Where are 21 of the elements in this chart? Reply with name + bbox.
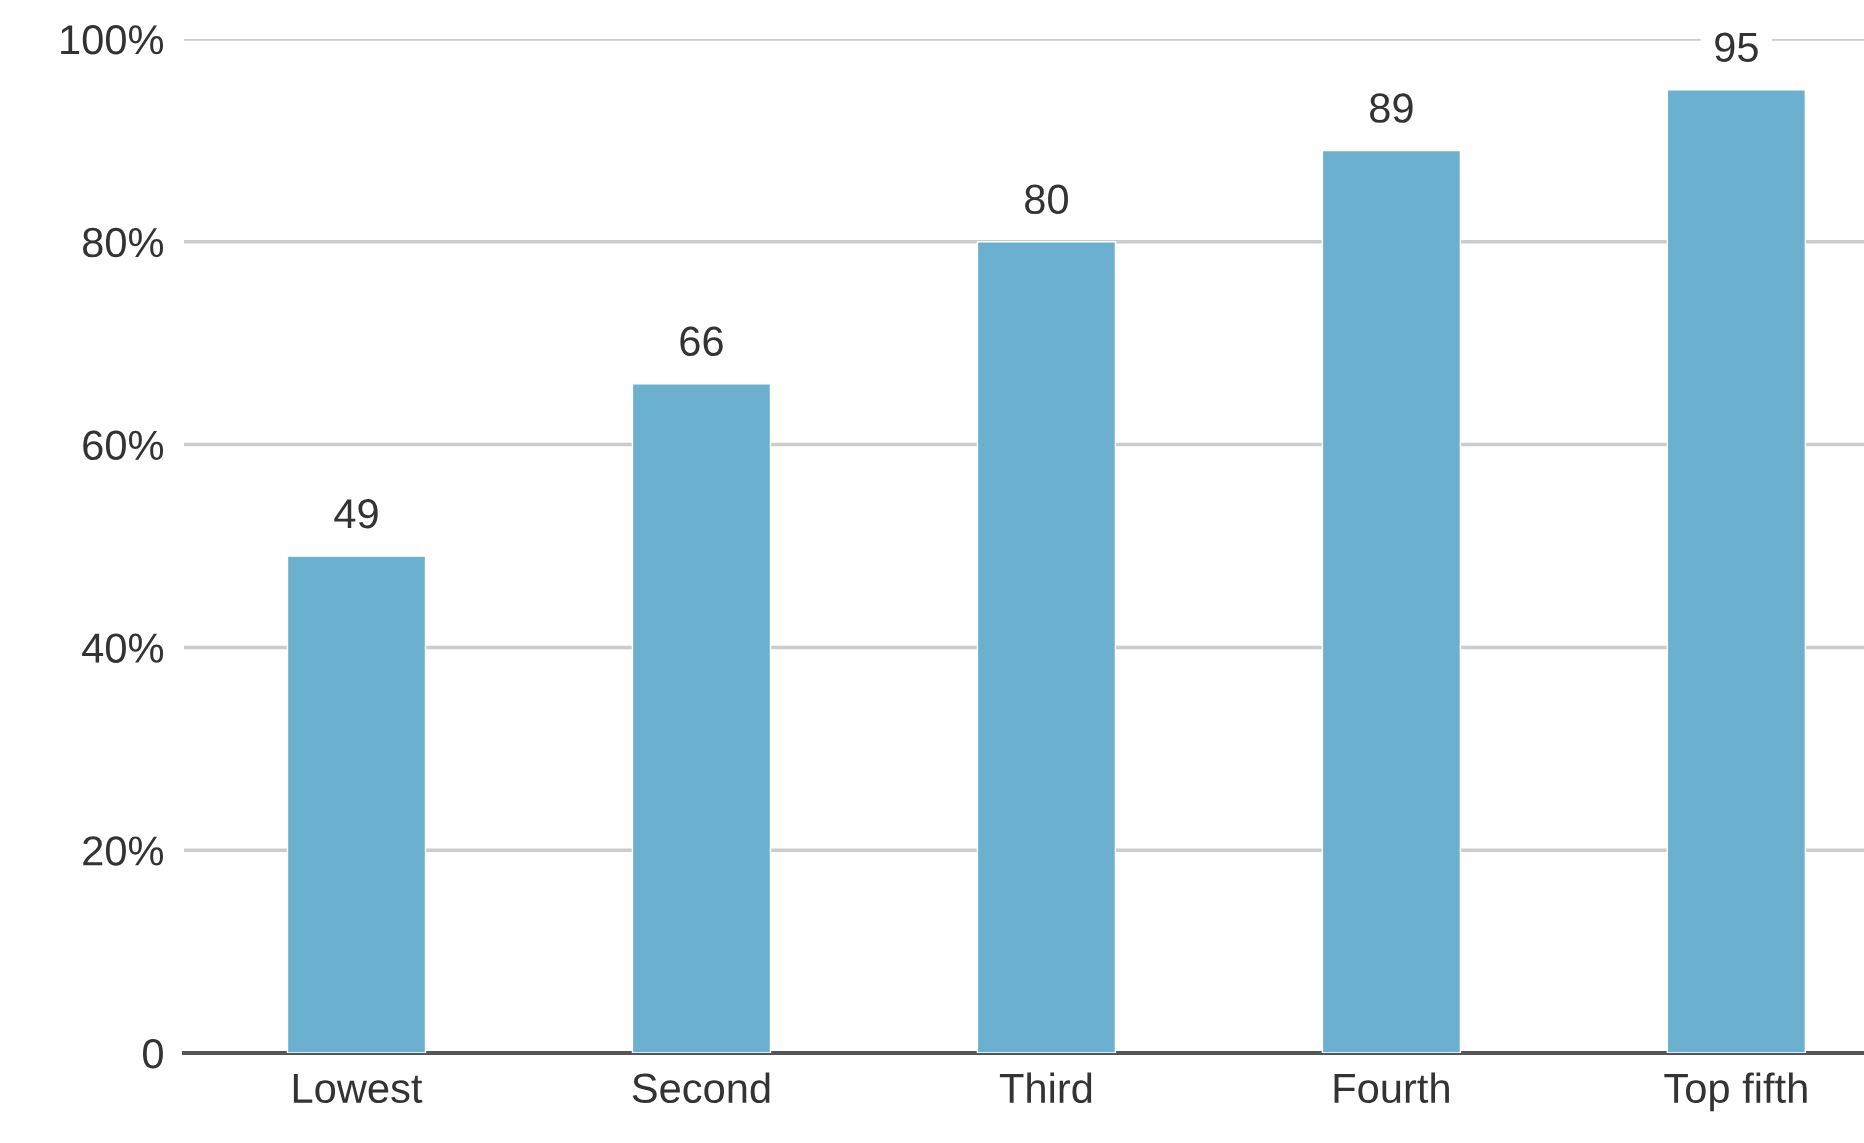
- bar: [1666, 89, 1807, 1053]
- x-tick-label: Lowest: [293, 1073, 423, 1104]
- data-label: 49: [334, 498, 378, 529]
- data-label: 89: [1370, 93, 1413, 123]
- y-tick-label: 40%: [82, 633, 164, 663]
- bar: [286, 555, 427, 1053]
- bar: [631, 383, 772, 1053]
- bar: [976, 241, 1117, 1053]
- data-label: 80: [1025, 184, 1068, 215]
- y-tick-label: 20%: [83, 836, 164, 866]
- bar: [1321, 149, 1462, 1053]
- y-tick-label: 100%: [61, 25, 164, 55]
- x-tick-label: Second: [632, 1072, 770, 1104]
- y-tick-label: 80%: [82, 227, 164, 258]
- data-label: 95: [1715, 32, 1758, 63]
- x-tick-label: Top fifth: [1664, 1072, 1807, 1112]
- data-label: 66: [680, 326, 723, 357]
- y-tick-label: 0: [143, 1039, 163, 1069]
- x-tick-label: Third: [999, 1072, 1092, 1104]
- y-tick-label: 60%: [83, 430, 164, 461]
- x-tick-label: Fourth: [1334, 1072, 1449, 1104]
